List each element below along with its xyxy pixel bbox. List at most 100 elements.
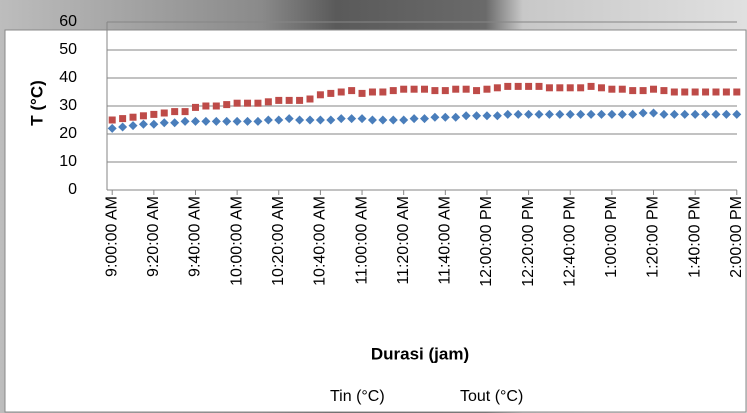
data-point	[367, 115, 377, 125]
data-point	[617, 109, 627, 119]
data-point	[650, 85, 658, 93]
x-tick-label: 1:20:00 PM	[645, 196, 662, 278]
data-point	[492, 111, 502, 121]
data-point	[586, 109, 596, 119]
data-point	[181, 108, 189, 116]
data-point	[190, 116, 200, 126]
data-point	[607, 109, 617, 119]
data-point	[275, 96, 283, 104]
data-point	[305, 115, 315, 125]
y-tick-label: 50	[59, 41, 77, 58]
data-point	[388, 115, 398, 125]
data-point	[649, 108, 659, 118]
data-point	[128, 121, 138, 131]
data-point	[254, 99, 262, 107]
data-point	[348, 87, 356, 95]
data-point	[399, 115, 409, 125]
data-point	[670, 88, 678, 96]
data-point	[628, 109, 638, 119]
x-tick-label: 1:00:00 PM	[603, 196, 620, 278]
data-point	[690, 109, 700, 119]
data-point	[107, 123, 117, 133]
data-point	[544, 109, 554, 119]
data-point	[306, 95, 314, 103]
x-tick-label: 11:20:00 AM	[395, 196, 412, 285]
legend-label: Tin (°C)	[330, 388, 385, 405]
data-point	[244, 99, 252, 107]
y-axis-title: T (°C)	[27, 80, 46, 126]
data-point	[201, 116, 211, 126]
data-point	[263, 115, 273, 125]
data-point	[440, 112, 450, 122]
data-point	[171, 108, 179, 116]
data-point	[712, 88, 720, 96]
data-point	[379, 88, 387, 96]
data-point	[493, 84, 501, 92]
data-point	[638, 108, 648, 118]
data-point	[138, 119, 148, 129]
data-point	[513, 109, 523, 119]
y-tick-label: 30	[59, 97, 77, 114]
y-tick-label: 10	[59, 153, 77, 170]
y-tick-label: 60	[59, 13, 77, 30]
data-point	[504, 82, 512, 90]
data-point	[150, 110, 158, 118]
x-tick-label: 10:00:00 AM	[228, 196, 245, 286]
data-point	[368, 88, 376, 96]
data-point	[357, 114, 367, 124]
data-point	[556, 84, 564, 92]
data-point	[555, 109, 565, 119]
data-point	[315, 115, 325, 125]
data-point	[732, 109, 742, 119]
data-point	[108, 116, 116, 124]
x-tick-label: 10:40:00 AM	[312, 196, 329, 286]
data-point	[441, 87, 449, 95]
x-tick-label: 11:40:00 AM	[437, 196, 454, 285]
x-axis-title: Durasi (jam)	[371, 344, 469, 363]
x-tick-label: 9:00:00 AM	[103, 196, 120, 277]
data-point	[451, 112, 461, 122]
data-point	[296, 96, 304, 104]
x-tick-label: 12:40:00 PM	[561, 196, 578, 287]
data-point	[721, 109, 731, 119]
x-tick-label: 10:20:00 AM	[270, 196, 287, 286]
data-point	[400, 85, 408, 93]
data-point	[274, 115, 284, 125]
data-point	[702, 88, 710, 96]
data-point	[618, 85, 626, 93]
data-point	[669, 109, 679, 119]
data-point	[191, 103, 199, 111]
data-point	[378, 115, 388, 125]
data-point	[472, 111, 482, 121]
data-point	[587, 82, 595, 90]
data-point	[576, 109, 586, 119]
x-tick-label: 9:40:00 AM	[187, 196, 204, 277]
data-point	[430, 112, 440, 122]
data-point	[681, 88, 689, 96]
data-point	[733, 88, 741, 96]
data-point	[139, 112, 147, 120]
data-point	[211, 116, 221, 126]
data-point	[118, 122, 128, 132]
x-tick-label: 1:40:00 PM	[686, 196, 703, 278]
data-point	[420, 114, 429, 124]
y-tick-label: 20	[59, 125, 77, 142]
data-point	[222, 116, 232, 126]
data-point	[212, 102, 220, 110]
y-tick-label: 40	[59, 69, 77, 86]
data-point	[327, 89, 335, 97]
data-point	[461, 111, 471, 121]
data-point	[129, 113, 137, 121]
data-point	[503, 109, 513, 119]
data-point	[253, 116, 263, 126]
data-point	[421, 85, 428, 93]
data-point	[316, 91, 324, 99]
data-point	[170, 118, 180, 128]
data-point	[473, 87, 481, 95]
x-tick-label: 11:00:00 AM	[353, 196, 370, 285]
legend-label: Tout (°C)	[460, 388, 523, 405]
data-point	[482, 111, 492, 121]
data-point	[243, 116, 253, 126]
data-point	[409, 114, 419, 124]
